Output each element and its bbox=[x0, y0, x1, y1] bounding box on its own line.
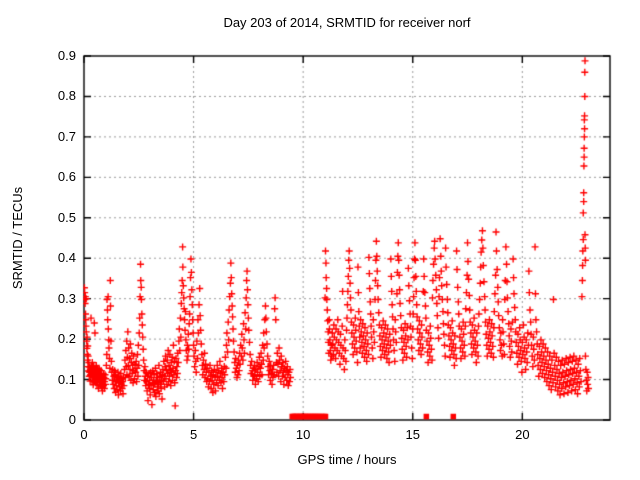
y-tick-label: 0.5 bbox=[57, 209, 76, 225]
x-tick-label: 10 bbox=[295, 427, 311, 442]
y-tick-label: 0.8 bbox=[57, 88, 76, 104]
y-tick-label: 0.2 bbox=[57, 331, 76, 347]
x-tick-label: 0 bbox=[80, 427, 88, 442]
y-tick-label: 0.3 bbox=[57, 290, 76, 306]
y-tick-label: 0.1 bbox=[57, 371, 76, 387]
y-tick-label: 0.9 bbox=[57, 48, 76, 63]
y-tick-label: 0.6 bbox=[57, 169, 76, 185]
y-tick-label: 0.4 bbox=[57, 250, 76, 266]
chart-title: Day 203 of 2014, SRMTID for receiver nor… bbox=[223, 15, 471, 30]
x-tick-label: 15 bbox=[405, 427, 420, 442]
y-tick-label: 0 bbox=[68, 412, 76, 427]
x-axis-label: GPS time / hours bbox=[297, 452, 397, 467]
y-axis-label: SRMTID / TECUs bbox=[10, 186, 25, 290]
x-tick-label: 5 bbox=[189, 427, 198, 442]
y-tick-label: 0.7 bbox=[57, 128, 76, 144]
x-tick-label: 20 bbox=[515, 427, 530, 442]
